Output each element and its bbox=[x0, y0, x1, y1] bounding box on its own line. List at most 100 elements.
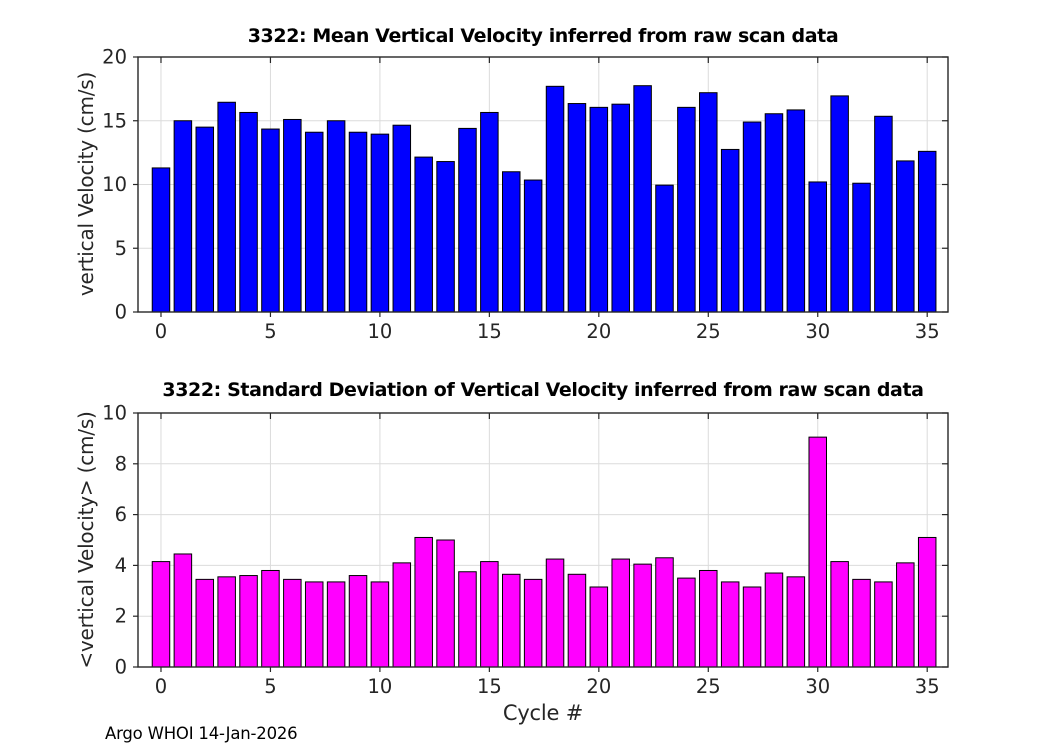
bar bbox=[173, 553, 193, 668]
bar bbox=[830, 95, 849, 313]
bar bbox=[808, 436, 827, 668]
y-tick-label: 15 bbox=[102, 109, 127, 132]
x-tick-label: 20 bbox=[586, 675, 611, 698]
y-tick-label: 10 bbox=[102, 173, 127, 196]
bar bbox=[195, 126, 215, 313]
bar bbox=[567, 103, 587, 313]
x-tick-label: 35 bbox=[915, 320, 940, 343]
bar bbox=[786, 576, 806, 668]
y-tick-label: 0 bbox=[115, 656, 127, 679]
bar bbox=[436, 161, 455, 313]
bar bbox=[217, 101, 236, 313]
bar bbox=[808, 181, 827, 313]
x-tick-label: 25 bbox=[696, 320, 721, 343]
bar bbox=[611, 558, 630, 668]
x-tick-label: 5 bbox=[264, 675, 276, 698]
bar bbox=[720, 581, 740, 668]
bar bbox=[589, 586, 609, 668]
bar bbox=[458, 127, 477, 313]
bar bbox=[874, 115, 893, 313]
x-tick-label: 35 bbox=[915, 675, 940, 698]
bar bbox=[480, 111, 499, 313]
bar bbox=[742, 121, 762, 313]
bar bbox=[786, 109, 806, 313]
bar bbox=[348, 131, 368, 313]
bar bbox=[764, 572, 784, 668]
bar bbox=[633, 563, 652, 668]
bar bbox=[589, 106, 609, 313]
bar bbox=[304, 581, 324, 668]
y-tick-label: 20 bbox=[102, 46, 127, 69]
x-tick-label: 15 bbox=[477, 675, 502, 698]
bar bbox=[896, 160, 915, 313]
bar bbox=[458, 571, 477, 668]
x-tick-label: 20 bbox=[586, 320, 611, 343]
bar bbox=[283, 118, 302, 313]
bar bbox=[830, 561, 849, 668]
bar bbox=[414, 156, 433, 313]
bar bbox=[304, 131, 324, 313]
bar bbox=[917, 536, 937, 668]
bar bbox=[655, 184, 674, 313]
bar bbox=[151, 561, 171, 668]
bar bbox=[173, 120, 193, 313]
y-tick-label: 6 bbox=[115, 503, 127, 526]
bar bbox=[852, 578, 871, 668]
bar bbox=[283, 578, 302, 668]
y-tick-label: 2 bbox=[115, 605, 127, 628]
x-tick-label: 25 bbox=[696, 675, 721, 698]
bar bbox=[896, 562, 915, 668]
bar bbox=[370, 133, 390, 313]
y-tick-label: 8 bbox=[115, 452, 127, 475]
bar bbox=[677, 106, 696, 313]
bar bbox=[392, 562, 412, 668]
bar bbox=[348, 575, 368, 668]
mean-y-axis-label: vertical Velocity (cm/s) bbox=[74, 71, 98, 297]
bar bbox=[326, 120, 346, 313]
x-tick-label: 10 bbox=[367, 675, 392, 698]
x-tick-label: 30 bbox=[805, 320, 830, 343]
x-tick-label: 10 bbox=[367, 320, 392, 343]
bar bbox=[874, 581, 893, 668]
bar bbox=[545, 558, 565, 668]
bar bbox=[326, 581, 346, 668]
std-chart-title: 3322: Standard Deviation of Vertical Vel… bbox=[162, 379, 924, 401]
x-tick-label: 0 bbox=[155, 675, 167, 698]
bar bbox=[370, 581, 390, 668]
mean-chart-title: 3322: Mean Vertical Velocity inferred fr… bbox=[247, 25, 839, 47]
bar bbox=[151, 167, 171, 313]
bar bbox=[195, 578, 215, 668]
bar bbox=[261, 128, 280, 313]
footer-text: Argo WHOI 14-Jan-2026 bbox=[105, 724, 298, 743]
x-tick-label: 15 bbox=[477, 320, 502, 343]
bar bbox=[611, 103, 630, 313]
bar bbox=[633, 85, 652, 313]
y-tick-label: 5 bbox=[115, 237, 127, 260]
bar bbox=[217, 576, 236, 668]
plot-border bbox=[137, 56, 949, 313]
x-tick-label: 30 bbox=[805, 675, 830, 698]
bar bbox=[239, 575, 258, 668]
bar bbox=[239, 111, 258, 313]
bar bbox=[677, 577, 696, 668]
y-tick-label: 0 bbox=[115, 301, 127, 324]
bar bbox=[392, 124, 412, 313]
bar bbox=[480, 561, 499, 668]
bar bbox=[720, 148, 740, 313]
bar bbox=[545, 85, 565, 313]
bar bbox=[764, 113, 784, 313]
bar bbox=[852, 182, 871, 313]
bar bbox=[261, 569, 280, 668]
bar bbox=[502, 573, 521, 668]
x-tick-label: 5 bbox=[264, 320, 276, 343]
bar bbox=[917, 150, 937, 313]
bar bbox=[523, 578, 543, 668]
bar bbox=[699, 92, 718, 313]
plot-border bbox=[137, 412, 949, 668]
bar bbox=[436, 539, 455, 668]
bar bbox=[699, 569, 718, 668]
y-tick-label: 4 bbox=[115, 554, 127, 577]
